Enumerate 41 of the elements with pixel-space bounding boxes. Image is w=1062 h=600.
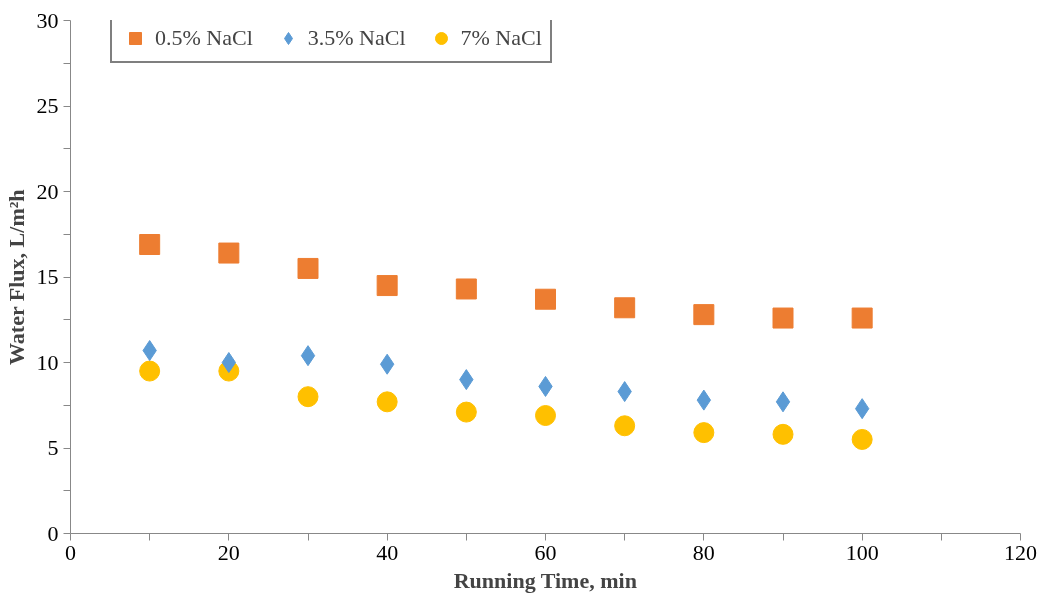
point [772, 307, 794, 329]
point [221, 352, 236, 373]
point [300, 345, 316, 367]
point [775, 391, 791, 413]
point [614, 297, 636, 319]
point [535, 288, 556, 310]
y-tick-label: 20 [36, 178, 59, 204]
point [535, 405, 556, 426]
point [297, 386, 319, 408]
x-tick-label: 60 [534, 539, 557, 565]
point [772, 423, 794, 445]
point [851, 307, 873, 329]
point [139, 360, 161, 382]
y-tick-label: 0 [47, 520, 59, 546]
point [139, 234, 161, 256]
y-tick-label: 10 [36, 349, 59, 375]
legend-label: 0.5% NaCl [155, 25, 253, 51]
x-tick-label: 80 [692, 539, 715, 565]
x-tick-label: 40 [376, 539, 399, 565]
point [614, 415, 636, 437]
point [218, 242, 240, 264]
point [376, 275, 398, 297]
y-tick-label: 5 [47, 435, 59, 460]
point [851, 428, 873, 450]
x-axis-title: Running Time, min [453, 567, 637, 593]
point [297, 257, 319, 279]
y-tick-label: 25 [36, 93, 59, 118]
point [455, 278, 477, 300]
y-tick-label: 15 [36, 264, 59, 289]
x-tick-label: 0 [65, 539, 76, 565]
x-tick-label: 120 [1004, 539, 1037, 565]
legend-label: 3.5% NaCl [307, 25, 406, 51]
y-tick-label: 30 [36, 7, 59, 33]
x-tick-label: 100 [845, 539, 879, 565]
legend-label: 7% NaCl [460, 25, 542, 51]
point [693, 422, 715, 444]
point [376, 391, 398, 413]
y-axis-title: Water Flux, L/m²h [3, 189, 29, 365]
x-tick-label: 20 [217, 539, 240, 565]
point [693, 304, 715, 326]
point [455, 401, 477, 423]
